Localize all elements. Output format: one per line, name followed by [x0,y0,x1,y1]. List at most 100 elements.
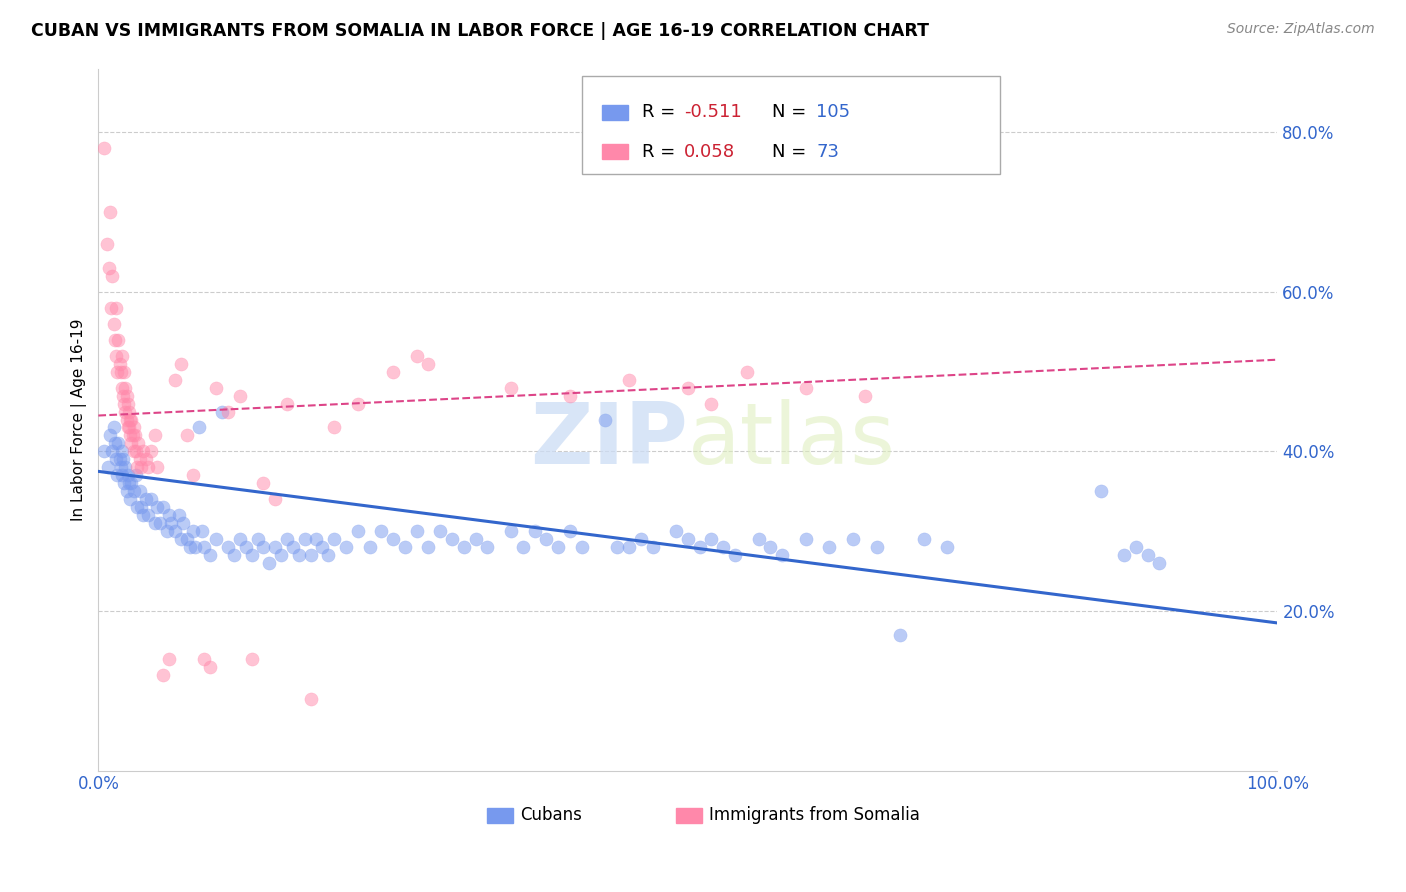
Point [118,476,141,491]
FancyBboxPatch shape [602,144,627,160]
Point [127,436,149,450]
Point [499,524,522,539]
Point [453,540,475,554]
Point [665,524,688,539]
Text: 0.058: 0.058 [685,143,735,161]
Point [176,428,198,442]
Point [264,540,287,554]
Point [323,420,346,434]
Point [700,532,723,546]
Point [418,357,440,371]
Point [136,508,159,523]
Point [143,428,166,442]
Point [120,436,142,450]
Point [120,428,142,442]
Point [117,468,139,483]
Point [311,540,333,554]
Point [114,460,136,475]
Text: N =: N = [772,103,811,121]
Point [748,532,770,546]
Point [124,428,146,442]
Point [105,301,128,315]
Point [346,524,368,539]
Point [160,516,183,531]
Point [112,476,135,491]
Point [200,548,222,562]
Point [229,388,252,402]
Point [1136,548,1159,562]
Point [181,468,204,483]
Point [912,532,935,546]
Point [121,428,143,442]
Point [288,548,311,562]
Point [617,373,640,387]
Point [818,540,841,554]
Point [205,381,228,395]
Point [127,460,149,475]
Point [107,436,129,450]
Point [128,452,150,467]
Point [259,556,281,570]
Point [108,452,131,467]
Point [499,381,522,395]
Point [120,412,142,426]
Point [865,540,887,554]
Point [382,365,405,379]
Point [323,532,346,546]
Point [146,500,169,515]
Point [98,205,121,219]
Point [120,476,142,491]
FancyBboxPatch shape [676,808,702,823]
FancyBboxPatch shape [602,104,627,120]
Point [889,628,911,642]
Point [191,524,214,539]
Point [115,484,138,499]
Point [200,660,222,674]
Point [770,548,793,562]
Point [112,452,135,467]
Point [305,532,328,546]
Point [676,532,699,546]
Point [335,540,357,554]
Point [149,516,172,531]
Text: ZIP: ZIP [530,399,688,482]
Point [853,388,876,402]
Point [105,349,128,363]
Point [794,381,817,395]
Point [136,460,159,475]
Text: R =: R = [643,103,681,121]
Point [711,540,734,554]
Point [163,373,186,387]
Point [105,365,128,379]
Point [842,532,865,546]
Point [170,357,193,371]
Point [217,540,239,554]
Point [112,388,135,402]
Point [114,381,136,395]
Point [118,404,141,418]
Point [141,492,163,507]
Point [143,516,166,531]
Point [117,396,139,410]
Point [141,444,163,458]
Point [346,396,368,410]
Point [93,141,115,155]
Point [170,532,193,546]
Point [205,532,228,546]
Point [1149,556,1171,570]
Point [122,444,145,458]
Point [270,548,292,562]
Point [370,524,392,539]
Point [103,420,125,434]
Point [536,532,558,546]
Point [156,524,179,539]
Point [240,548,263,562]
Point [118,420,141,434]
Point [229,532,252,546]
Point [132,508,155,523]
Point [512,540,534,554]
Point [246,532,269,546]
Point [125,468,148,483]
Point [104,333,127,347]
Point [429,524,451,539]
